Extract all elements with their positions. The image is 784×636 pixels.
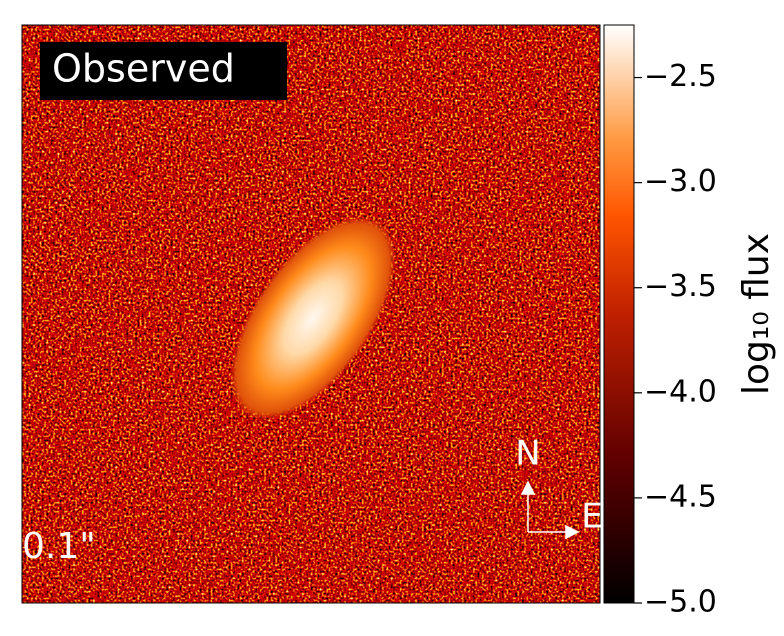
north-label: N [515, 434, 540, 474]
label-box [40, 42, 287, 100]
tick-label: −4.0 [644, 374, 717, 409]
panel-label: Observed [52, 47, 235, 91]
image-frame [21, 24, 601, 604]
galaxy [230, 215, 396, 421]
tick-label: −3.0 [644, 164, 717, 199]
tick-label: −4.5 [644, 479, 717, 514]
colorbar [603, 24, 635, 604]
tick-label: −2.5 [644, 59, 717, 94]
colorbar-label: log₁₀ flux [736, 233, 777, 395]
scale-label: 0.1" [22, 526, 96, 567]
image [22, 25, 600, 603]
east-label: E [581, 497, 602, 537]
arrowhead [565, 524, 580, 540]
arrowhead [520, 480, 536, 495]
tick-label: −3.5 [644, 269, 717, 304]
tick-label: −5.0 [644, 585, 717, 620]
compass [520, 480, 580, 540]
